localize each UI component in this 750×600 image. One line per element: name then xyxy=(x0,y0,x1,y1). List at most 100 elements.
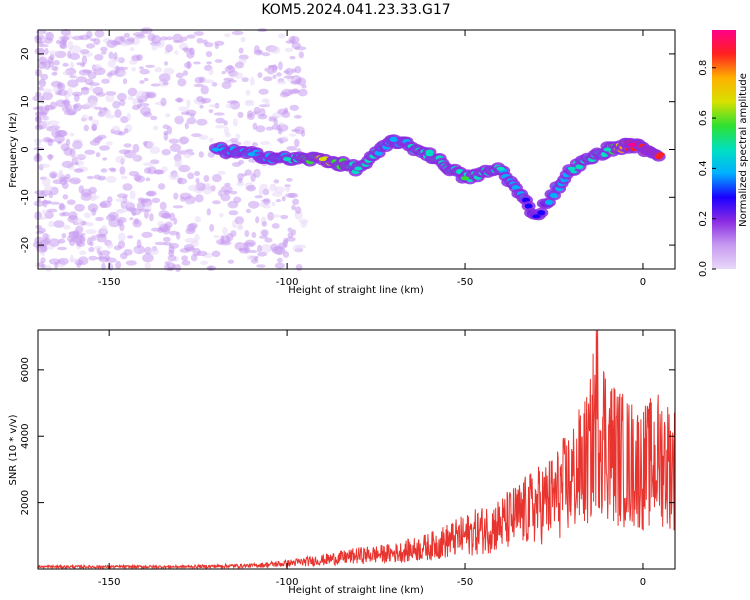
noise-blob xyxy=(238,159,245,165)
noise-blob xyxy=(193,31,204,36)
colorbar-tick-label: 0.0 xyxy=(698,261,709,277)
noise-blob xyxy=(151,227,162,232)
noise-blob xyxy=(199,104,204,109)
noise-blob xyxy=(161,149,171,156)
noise-blob xyxy=(188,222,198,229)
noise-blob xyxy=(99,145,110,151)
noise-blob xyxy=(184,152,192,159)
noise-blob xyxy=(165,36,174,41)
noise-blob xyxy=(69,52,80,61)
noise-blob xyxy=(67,79,79,88)
noise-blob xyxy=(63,98,70,108)
noise-blob xyxy=(291,204,296,211)
noise-blob xyxy=(285,40,294,44)
noise-blob xyxy=(166,125,173,135)
noise-blob xyxy=(89,241,94,247)
noise-blob xyxy=(159,201,167,211)
noise-blob xyxy=(90,197,96,202)
noise-blob xyxy=(123,143,132,148)
noise-blob xyxy=(286,177,293,182)
colorbar-tick-label: 0.8 xyxy=(698,60,709,76)
noise-blob xyxy=(58,238,66,244)
noise-blob xyxy=(177,177,188,185)
noise-blob xyxy=(186,34,196,39)
noise-blob xyxy=(74,161,79,165)
noise-blob xyxy=(105,257,117,264)
noise-blob xyxy=(284,47,294,52)
noise-blob xyxy=(55,129,67,138)
noise-blob xyxy=(220,185,233,193)
noise-blob xyxy=(122,78,128,85)
noise-blob xyxy=(184,61,192,69)
noise-blob xyxy=(224,33,231,38)
noise-blob xyxy=(130,47,135,52)
noise-blob xyxy=(177,78,187,87)
noise-blob xyxy=(114,109,122,118)
noise-blob xyxy=(50,201,60,205)
spectrogram-marks xyxy=(32,27,666,273)
noise-blob xyxy=(219,212,224,218)
noise-blob xyxy=(57,246,67,251)
noise-blob xyxy=(215,117,225,124)
noise-blob xyxy=(101,225,108,234)
spectrogram-y-ticks: -20 -10 0 10 20 xyxy=(20,48,675,253)
noise-blob xyxy=(228,210,239,216)
noise-blob xyxy=(151,45,158,51)
noise-blob xyxy=(243,140,251,146)
noise-blob xyxy=(211,250,221,258)
noise-blob xyxy=(88,186,97,194)
noise-blob xyxy=(125,260,137,266)
noise-blob xyxy=(76,241,86,247)
noise-blob xyxy=(245,208,251,214)
noise-blob xyxy=(251,232,257,238)
noise-blob xyxy=(179,196,186,202)
noise-blob xyxy=(289,104,299,111)
noise-blob xyxy=(48,171,58,179)
noise-blob xyxy=(271,201,276,207)
noise-blob xyxy=(118,71,127,76)
signal-point xyxy=(603,147,612,152)
snr-y-axis-label: SNR (10 * v/v) xyxy=(8,414,19,485)
noise-blob xyxy=(164,61,168,66)
noise-blob xyxy=(151,197,161,204)
noise-blob xyxy=(131,55,141,62)
noise-blob xyxy=(282,251,290,258)
noise-blob xyxy=(81,114,89,122)
noise-blob xyxy=(69,177,81,185)
noise-blob xyxy=(126,112,131,121)
noise-blob xyxy=(127,235,134,239)
noise-blob xyxy=(62,70,75,76)
noise-blob xyxy=(235,133,241,140)
noise-blob xyxy=(77,232,86,236)
colorbar-gradient xyxy=(712,30,736,269)
noise-blob xyxy=(173,192,179,200)
noise-blob xyxy=(287,192,299,199)
noise-blob xyxy=(89,85,94,91)
noise-blob xyxy=(203,79,214,84)
noise-blob xyxy=(208,67,214,76)
noise-blob xyxy=(263,76,273,82)
noise-blob xyxy=(141,231,153,238)
noise-blob xyxy=(275,199,282,203)
noise-blob xyxy=(208,137,214,143)
noise-blob xyxy=(120,43,130,47)
noise-blob xyxy=(175,72,184,79)
noise-blob xyxy=(178,164,191,173)
noise-blob xyxy=(233,196,242,204)
noise-blob xyxy=(244,101,255,107)
noise-blob xyxy=(58,169,64,177)
signal-point xyxy=(283,157,292,162)
noise-blob xyxy=(272,74,277,79)
noise-blob xyxy=(41,177,51,187)
noise-blob xyxy=(175,97,184,103)
noise-blob xyxy=(145,191,156,197)
noise-blob xyxy=(37,62,47,70)
noise-blob xyxy=(61,106,69,112)
noise-blob xyxy=(237,173,244,181)
noise-blob xyxy=(34,47,45,56)
noise-blob xyxy=(262,52,271,57)
noise-blob xyxy=(290,80,301,85)
snr-x-ticks: -150 -100 -50 0 xyxy=(98,330,646,588)
noise-blob xyxy=(102,107,108,112)
noise-blob xyxy=(113,52,118,61)
